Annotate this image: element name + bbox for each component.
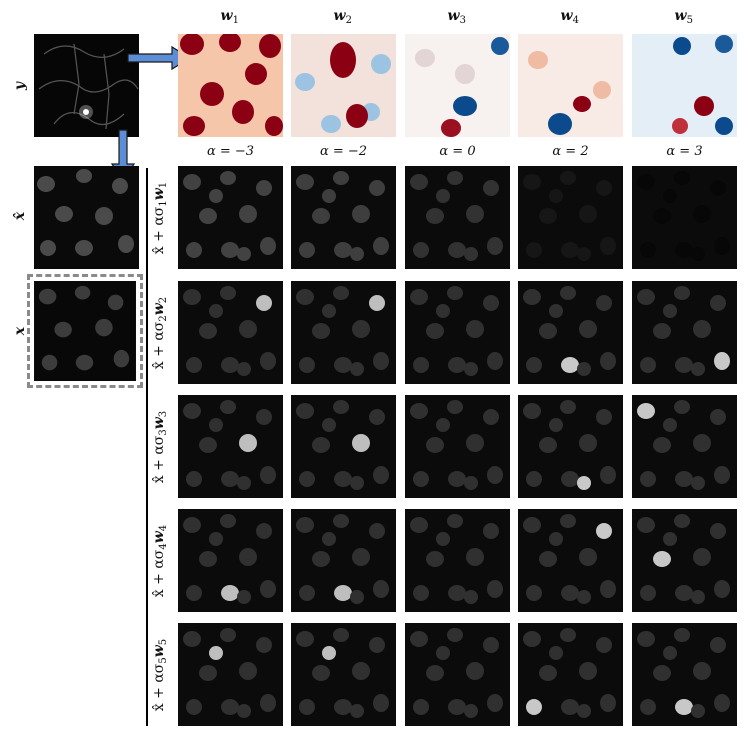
column-header-w2: w2	[333, 8, 352, 26]
grid-tile-r3-c3	[405, 395, 510, 498]
image-y	[34, 34, 139, 137]
grid-tile-r5-c2	[291, 623, 396, 726]
grid-tile-r5-c3	[405, 623, 510, 726]
grid-tile-r3-c5	[632, 395, 737, 498]
alpha-label-5: α = 3	[666, 144, 703, 159]
grid-tile-r2-c1	[178, 281, 283, 384]
alpha-label-3: α = 0	[439, 144, 476, 159]
column-header-w1: w1	[220, 8, 239, 26]
grid-tile-r1-c3	[405, 166, 510, 269]
grid-tile-r4-c2	[291, 509, 396, 612]
row-label-4: x̂ + ασ4w4	[151, 524, 169, 597]
image-w2	[291, 34, 396, 137]
image-xhat	[34, 166, 139, 269]
grid-tile-r4-c1	[178, 509, 283, 612]
label-y: y	[12, 81, 28, 91]
image-w1	[178, 34, 283, 137]
alpha-label-1: α = −3	[206, 144, 255, 159]
grid-tile-r2-c2	[291, 281, 396, 384]
grid-tile-r5-c4	[518, 623, 623, 726]
grid-tile-r4-c3	[405, 509, 510, 612]
image-w5	[632, 34, 737, 137]
grid-tile-r3-c2	[291, 395, 396, 498]
grid-tile-r2-c4	[518, 281, 623, 384]
row-label-1: x̂ + ασ1w1	[151, 181, 169, 254]
alpha-label-4: α = 2	[552, 144, 589, 159]
row-label-3: x̂ + ασ3w3	[151, 410, 169, 483]
grid-tile-r2-c3	[405, 281, 510, 384]
grid-tile-r1-c4	[518, 166, 623, 269]
column-header-w3: w3	[447, 8, 466, 26]
image-x	[34, 281, 136, 381]
image-w3	[405, 34, 510, 137]
divider-line	[146, 168, 148, 726]
row-label-5: x̂ + ασ5w5	[151, 638, 169, 711]
grid-tile-r2-c5	[632, 281, 737, 384]
dashed-frame	[27, 274, 143, 388]
label-x: x	[12, 326, 28, 336]
image-w4	[518, 34, 623, 137]
grid-tile-r1-c5	[632, 166, 737, 269]
column-header-w4: w4	[560, 8, 579, 26]
grid-tile-r4-c4	[518, 509, 623, 612]
alpha-label-2: α = −2	[319, 144, 368, 159]
column-header-w5: w5	[674, 8, 693, 26]
grid-tile-r5-c5	[632, 623, 737, 726]
label-xhat: x̂	[12, 211, 28, 221]
grid-tile-r5-c1	[178, 623, 283, 726]
grid-tile-r4-c5	[632, 509, 737, 612]
grid-tile-r1-c1	[178, 166, 283, 269]
row-label-2: x̂ + ασ2w2	[151, 296, 169, 369]
grid-tile-r3-c4	[518, 395, 623, 498]
grid-tile-r1-c2	[291, 166, 396, 269]
grid-tile-r3-c1	[178, 395, 283, 498]
